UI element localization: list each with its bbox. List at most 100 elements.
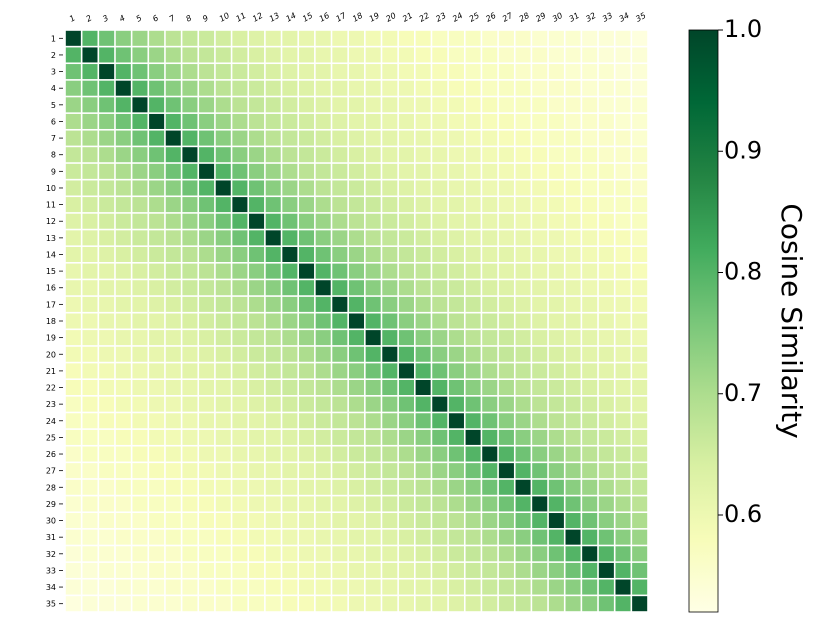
heatmap-cell: [582, 596, 598, 612]
heatmap-cell: [632, 313, 648, 329]
heatmap-cell: [498, 313, 514, 329]
heatmap-cell: [199, 313, 215, 329]
heatmap-cell: [149, 213, 165, 229]
heatmap-cell: [482, 396, 498, 412]
heatmap-cell: [232, 330, 248, 346]
heatmap-cell: [265, 263, 281, 279]
heatmap-cell: [465, 64, 481, 80]
heatmap-cell: [448, 113, 464, 129]
heatmap-cell: [82, 230, 98, 246]
heatmap-cell: [315, 380, 331, 396]
heatmap-cell: [548, 230, 564, 246]
heatmap-cell: [232, 80, 248, 96]
heatmap-cell: [182, 163, 198, 179]
heatmap-cell: [598, 546, 614, 562]
heatmap-cell: [582, 479, 598, 495]
heatmap-cell: [548, 562, 564, 578]
heatmap-cell: [465, 180, 481, 196]
heatmap-cell: [299, 163, 315, 179]
heatmap-cell: [365, 113, 381, 129]
heatmap-cell: [299, 197, 315, 213]
heatmap-cell: [565, 562, 581, 578]
heatmap-cell: [515, 263, 531, 279]
heatmap-cell: [515, 446, 531, 462]
heatmap-cell: [615, 130, 631, 146]
heatmap-cell: [548, 97, 564, 113]
heatmap-cell: [582, 213, 598, 229]
heatmap-cell: [65, 496, 81, 512]
heatmap-cell: [165, 529, 181, 545]
heatmap-cell: [448, 579, 464, 595]
heatmap-cell: [548, 596, 564, 612]
heatmap-cell: [465, 496, 481, 512]
heatmap-cell: [182, 529, 198, 545]
heatmap-cell: [465, 579, 481, 595]
heatmap-cell: [82, 496, 98, 512]
heatmap-cell: [149, 246, 165, 262]
heatmap-cell: [432, 363, 448, 379]
heatmap-cell: [548, 197, 564, 213]
x-tick-label: 31: [568, 11, 581, 24]
heatmap-cell: [215, 80, 231, 96]
heatmap-cell: [265, 529, 281, 545]
heatmap-cell: [232, 197, 248, 213]
heatmap-cell: [182, 562, 198, 578]
heatmap-cell: [498, 80, 514, 96]
y-tick-label: 11: [46, 201, 56, 210]
heatmap-cell: [448, 596, 464, 612]
x-tick-label: 10: [218, 11, 231, 24]
heatmap-cell: [299, 30, 315, 46]
heatmap-cell: [132, 313, 148, 329]
heatmap-cell: [348, 313, 365, 329]
heatmap-cell: [282, 64, 298, 80]
heatmap-cell: [82, 396, 98, 412]
heatmap-cell: [448, 463, 464, 479]
heatmap-cell: [348, 479, 365, 495]
heatmap-cell: [132, 413, 148, 429]
heatmap-cell: [498, 180, 514, 196]
heatmap-cell: [548, 463, 564, 479]
heatmap-cell: [448, 230, 464, 246]
heatmap-cell: [265, 513, 281, 529]
heatmap-cell: [498, 596, 514, 612]
heatmap-cell: [182, 463, 198, 479]
heatmap-cell: [532, 197, 548, 213]
heatmap-cell: [299, 546, 315, 562]
heatmap-cell: [65, 380, 81, 396]
heatmap-cell: [365, 529, 381, 545]
heatmap-cell: [582, 163, 598, 179]
heatmap-cell: [515, 313, 531, 329]
heatmap-cell: [115, 230, 131, 246]
heatmap-cell: [582, 30, 598, 46]
heatmap-cell: [249, 313, 265, 329]
heatmap-cell: [498, 463, 514, 479]
heatmap-cell: [282, 380, 298, 396]
heatmap-cell: [632, 64, 648, 80]
heatmap-cell: [415, 113, 431, 129]
heatmap-cell: [515, 197, 531, 213]
heatmap-cell: [132, 363, 148, 379]
heatmap-cell: [232, 213, 248, 229]
heatmap-cell: [149, 596, 165, 612]
heatmap-cell: [332, 313, 348, 329]
heatmap-cell: [632, 230, 648, 246]
heatmap-cell: [315, 363, 331, 379]
heatmap-cell: [615, 180, 631, 196]
heatmap-cell: [382, 263, 398, 279]
heatmap-cell: [132, 529, 148, 545]
heatmap-cell: [432, 64, 448, 80]
heatmap-cell: [249, 64, 265, 80]
heatmap-cell: [565, 596, 581, 612]
heatmap-cell: [465, 280, 481, 296]
heatmap-cell: [465, 47, 481, 63]
heatmap-cell: [115, 346, 131, 362]
heatmap-cell: [498, 413, 514, 429]
heatmap-cell: [532, 463, 548, 479]
y-tick-label: 9: [51, 167, 56, 176]
heatmap-cell: [565, 479, 581, 495]
heatmap-cell: [99, 230, 115, 246]
heatmap-cell: [165, 463, 181, 479]
heatmap-cell: [382, 113, 398, 129]
heatmap-cell: [65, 562, 81, 578]
heatmap-cell: [565, 246, 581, 262]
